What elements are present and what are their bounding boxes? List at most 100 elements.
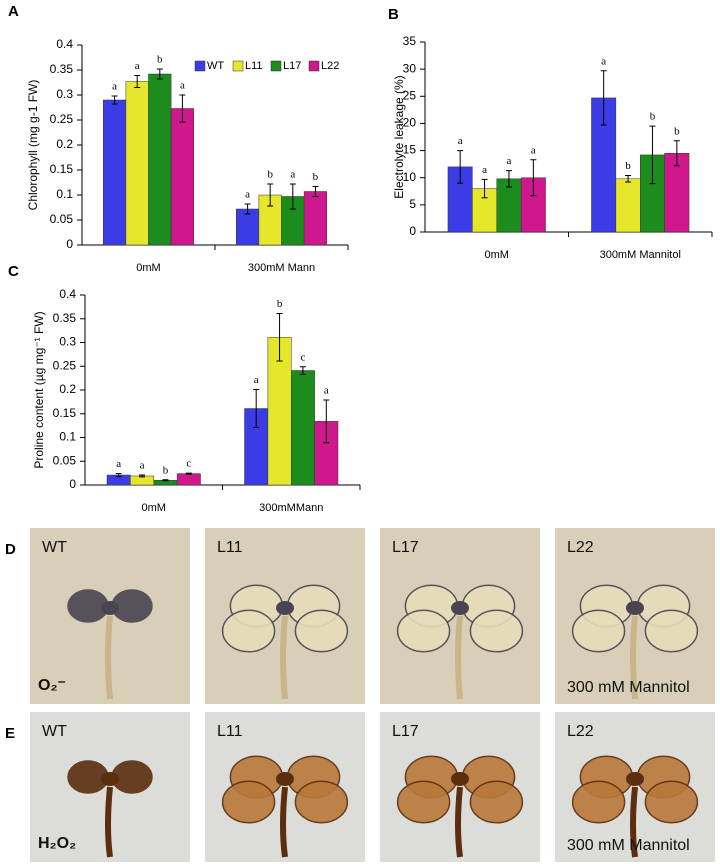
seedling-stem bbox=[455, 786, 463, 858]
y-tick-label: 0 bbox=[409, 224, 416, 238]
error-bar bbox=[253, 389, 260, 429]
bar bbox=[176, 473, 201, 486]
leaf bbox=[469, 609, 524, 653]
stain bbox=[276, 772, 294, 786]
leaf bbox=[221, 609, 276, 653]
significance-letter: c bbox=[186, 458, 191, 470]
leaf bbox=[571, 609, 626, 653]
significance-letter: b bbox=[267, 169, 273, 181]
leaf bbox=[294, 609, 349, 653]
error-bar bbox=[134, 75, 141, 88]
photo-label: WT bbox=[42, 723, 67, 740]
condition-label: 300 mM Mannitol bbox=[567, 679, 690, 696]
y-tick-label: 0.05 bbox=[53, 453, 77, 467]
legend-swatch bbox=[270, 60, 282, 72]
significance-letter: a bbox=[140, 460, 145, 472]
y-tick-label: 0.1 bbox=[56, 187, 73, 201]
stain bbox=[626, 601, 644, 615]
y-tick-label: 0 bbox=[66, 237, 73, 251]
y-axis-label: Electrolyte leakage (%) bbox=[392, 75, 406, 198]
error-bar bbox=[111, 95, 118, 105]
stain bbox=[101, 601, 119, 615]
significance-letter: a bbox=[254, 374, 259, 386]
error-bar bbox=[156, 68, 163, 80]
bar bbox=[148, 73, 172, 246]
x-tick-label: 300mMMann bbox=[259, 502, 323, 514]
y-tick-label: 0.35 bbox=[53, 311, 77, 325]
bar bbox=[103, 99, 127, 246]
y-tick-label: 0.1 bbox=[59, 430, 76, 444]
y-tick-label: 0.15 bbox=[50, 162, 74, 176]
error-bar bbox=[289, 183, 296, 210]
significance-letter: a bbox=[458, 135, 463, 147]
error-bar bbox=[162, 479, 169, 482]
seedling-stem bbox=[280, 615, 288, 700]
error-bar bbox=[505, 170, 512, 188]
significance-letter: b bbox=[313, 171, 319, 183]
legend-label: L22 bbox=[321, 60, 339, 72]
error-bar bbox=[530, 159, 537, 197]
seedling-stem bbox=[630, 615, 638, 700]
y-tick-label: 0.05 bbox=[50, 212, 74, 226]
significance-letter: b bbox=[650, 111, 656, 123]
legend-swatch bbox=[308, 60, 320, 72]
leaf bbox=[396, 609, 451, 653]
condition-label: 300 mM Mannitol bbox=[567, 837, 690, 854]
legend-swatch bbox=[232, 60, 244, 72]
y-axis-label: Proline content (µg mg⁻¹ FW) bbox=[32, 311, 46, 468]
significance-letter: a bbox=[116, 458, 121, 470]
significance-letter: a bbox=[482, 164, 487, 176]
stain-label: H₂O₂ bbox=[38, 835, 76, 852]
x-tick-label: 0mM bbox=[142, 502, 166, 514]
y-tick-label: 0.3 bbox=[56, 87, 73, 101]
error-bar bbox=[299, 366, 306, 375]
significance-letter: b bbox=[625, 160, 631, 172]
error-bar bbox=[267, 183, 274, 207]
photo-label: L17 bbox=[392, 539, 419, 556]
error-bar bbox=[481, 178, 488, 199]
bar bbox=[303, 191, 327, 246]
error-bar bbox=[276, 313, 283, 362]
y-tick-label: 0.25 bbox=[53, 358, 77, 372]
significance-letter: a bbox=[112, 81, 117, 93]
significance-letter: b bbox=[157, 54, 163, 66]
stain bbox=[276, 601, 294, 615]
error-bar bbox=[185, 472, 192, 475]
error-bar bbox=[179, 94, 186, 123]
significance-letter: b bbox=[674, 125, 680, 137]
photo-label: L17 bbox=[392, 723, 419, 740]
photo-label: L22 bbox=[567, 539, 594, 556]
error-bar bbox=[673, 140, 680, 167]
y-tick-label: 0.3 bbox=[59, 335, 76, 349]
y-tick-label: 0 bbox=[69, 477, 76, 491]
photo-label: WT bbox=[42, 539, 67, 556]
significance-letter: a bbox=[507, 155, 512, 167]
seedling-stem bbox=[105, 615, 113, 700]
x-tick-label: 300mM Mann bbox=[248, 262, 315, 274]
leaf bbox=[571, 780, 626, 824]
significance-letter: a bbox=[180, 80, 185, 92]
y-tick-label: 25 bbox=[403, 88, 417, 102]
panel-label: D bbox=[5, 541, 16, 558]
stain-label: O₂⁻ bbox=[38, 677, 66, 694]
y-tick-label: 10 bbox=[403, 170, 417, 184]
panel-label: C bbox=[8, 263, 19, 280]
error-bar bbox=[600, 70, 607, 126]
leaf bbox=[644, 780, 699, 824]
significance-letter: a bbox=[324, 385, 329, 397]
leaf bbox=[469, 780, 524, 824]
y-tick-label: 0.4 bbox=[56, 37, 73, 51]
leaf bbox=[644, 609, 699, 653]
seedling-stem bbox=[105, 786, 113, 858]
y-tick-label: 0.35 bbox=[50, 62, 74, 76]
x-tick-label: 0mM bbox=[136, 262, 160, 274]
error-bar bbox=[312, 186, 319, 197]
error-bar bbox=[139, 474, 146, 478]
stain bbox=[451, 772, 469, 786]
error-bar bbox=[457, 150, 464, 184]
legend-label: WT bbox=[207, 60, 224, 72]
bar bbox=[291, 370, 315, 486]
significance-letter: a bbox=[135, 60, 140, 72]
stain bbox=[451, 601, 469, 615]
x-tick-label: 300mM Mannitol bbox=[600, 249, 681, 261]
